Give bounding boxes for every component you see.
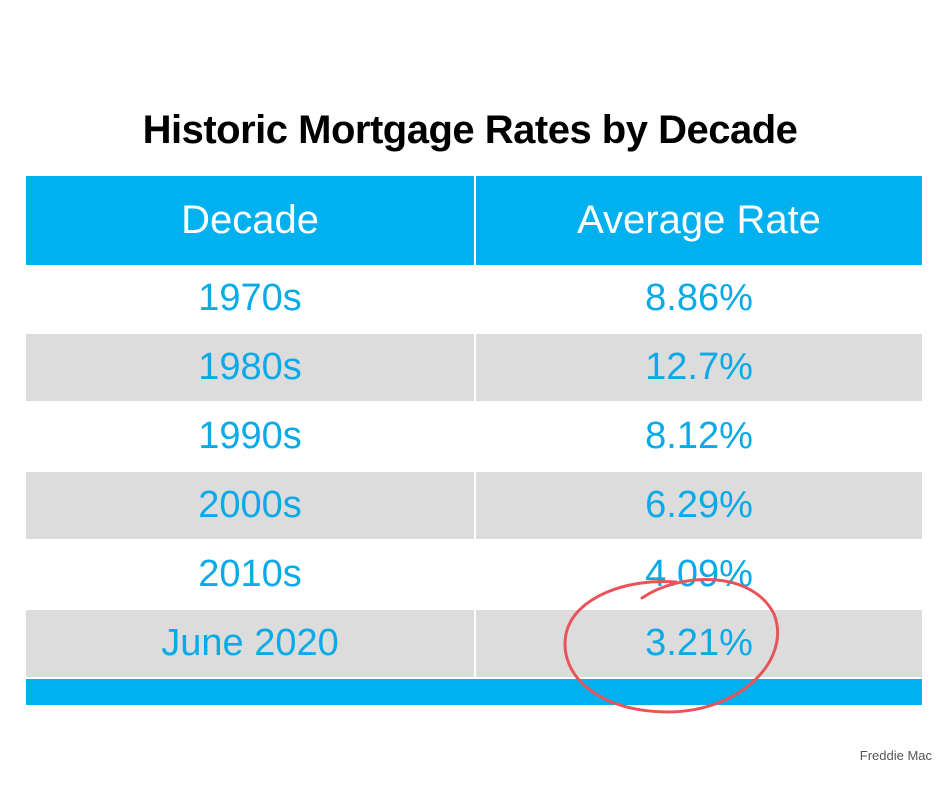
table-header: Decade Average Rate xyxy=(26,176,922,265)
table-row: 1990s 8.12% xyxy=(26,401,922,470)
source-credit: Freddie Mac xyxy=(859,748,932,763)
decade-cell: June 2020 xyxy=(161,622,339,664)
header-decade: Decade xyxy=(181,198,319,242)
table-row: 2000s 6.29% xyxy=(26,470,922,539)
decade-cell: 2000s xyxy=(198,484,302,526)
decade-cell: 2010s xyxy=(198,553,302,595)
decade-cell: 1980s xyxy=(198,346,302,388)
rate-cell: 8.86% xyxy=(474,265,922,332)
table-row: 1970s 8.86% xyxy=(26,265,922,332)
table-row: June 2020 3.21% xyxy=(26,608,922,677)
rate-cell: 12.7% xyxy=(474,334,922,401)
rate-cell: 6.29% xyxy=(474,472,922,539)
table-footer-band xyxy=(26,679,922,705)
header-average-rate: Average Rate xyxy=(474,176,922,265)
chart-title: Historic Mortgage Rates by Decade xyxy=(142,108,798,152)
rate-cell: 4.09% xyxy=(474,541,922,608)
table-row: 2010s 4.09% xyxy=(26,539,922,608)
decade-cell: 1970s xyxy=(198,277,302,319)
rate-cell: 3.21% xyxy=(474,610,922,677)
rates-table: Decade Average Rate 1970s 8.86% 1980s 12… xyxy=(26,176,922,705)
table-row: 1980s 12.7% xyxy=(26,332,922,401)
rate-cell: 8.12% xyxy=(474,403,922,470)
decade-cell: 1990s xyxy=(198,415,302,457)
